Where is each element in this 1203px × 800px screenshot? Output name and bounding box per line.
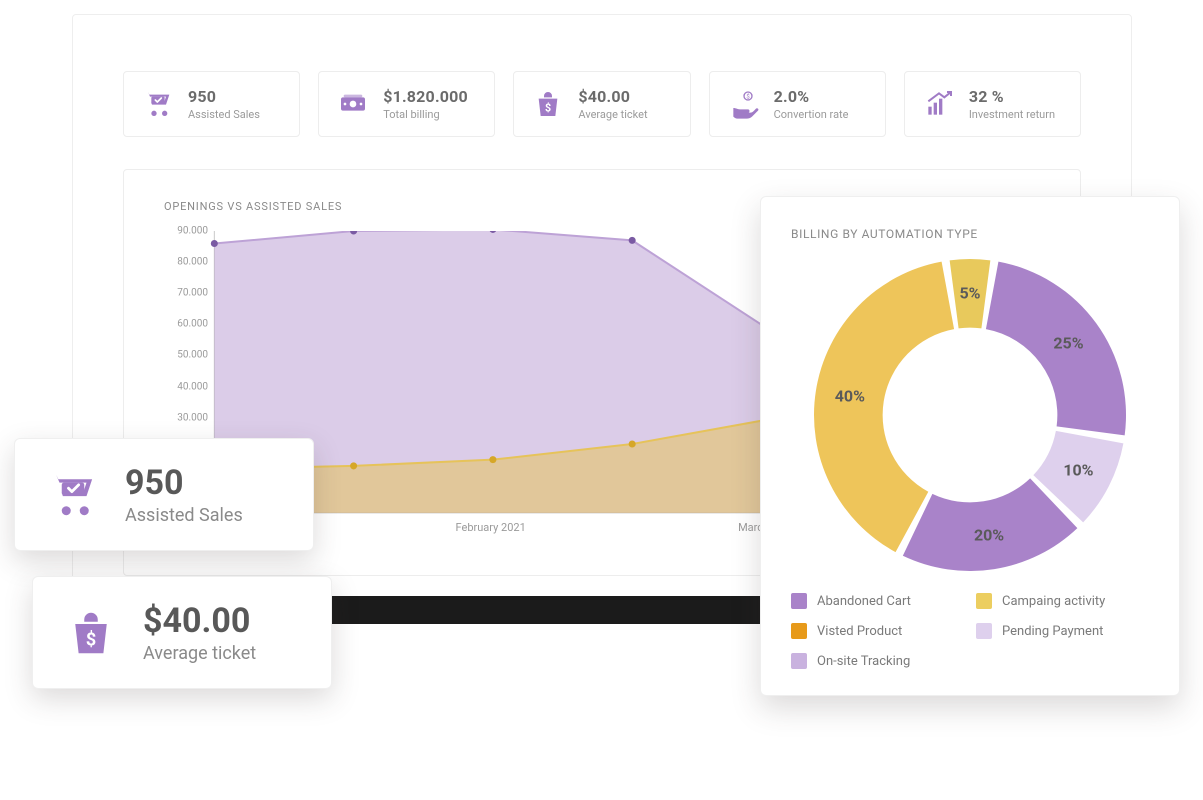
legend-item: Campaing activity [976,593,1149,609]
bag-icon: $ [63,605,119,661]
kpi-label: Total billing [383,108,468,121]
kpi-conversion-rate: $ 2.0% Convertion rate [709,71,886,137]
kpi-label: Investment return [969,108,1055,121]
donut-slice-label: 20% [974,526,1004,545]
popout-label: Assisted Sales [125,505,243,526]
legend-label: Visted Product [817,624,902,639]
popout-label: Average ticket [143,643,256,664]
y-tick-label: 90.000 [177,226,208,237]
kpi-assisted-sales: 950 Assisted Sales [123,71,300,137]
kpi-value: 32 % [969,87,1055,106]
y-tick-label: 60.000 [177,319,208,330]
cash-icon [335,86,371,122]
donut-slice-label: 5% [959,284,980,303]
popout-average-ticket: $ $40.00 Average ticket [32,576,332,689]
kpi-label: Assisted Sales [188,108,260,121]
svg-text:$: $ [545,101,551,114]
svg-text:$: $ [86,629,96,650]
y-tick-label: 30.000 [177,412,208,423]
kpi-value: 950 [188,87,260,106]
kpi-label: Average ticket [578,108,647,121]
legend-label: Pending Payment [1002,624,1103,639]
kpi-total-billing: $1.820.000 Total billing [318,71,495,137]
legend-item: Visted Product [791,623,964,639]
donut-legend: Abandoned Cart Campaing activity Visted … [791,593,1149,669]
legend-item: Pending Payment [976,623,1149,639]
donut-slice-label: 40% [835,386,865,405]
cart-icon [45,467,101,523]
legend-swatch [976,593,992,609]
y-tick-label: 70.000 [177,288,208,299]
kpi-label: Convertion rate [774,108,849,121]
donut-chart: 5% 25% 10% 20% 40% [810,255,1130,575]
legend-label: Abandoned Cart [817,594,911,609]
growth-icon [921,86,957,122]
donut-slice-label: 10% [1063,461,1093,480]
donut-title: BILLING BY AUTOMATION TYPE [791,227,1149,241]
kpi-value: 2.0% [774,87,849,106]
kpi-investment-return: 32 % Investment return [904,71,1081,137]
kpi-value: $1.820.000 [383,87,468,106]
legend-item: Abandoned Cart [791,593,964,609]
donut-card: BILLING BY AUTOMATION TYPE 5% 25% 10% 20% 40… [760,196,1180,696]
legend-swatch [791,623,807,639]
kpi-value: $40.00 [578,87,647,106]
legend-label: On-site Tracking [817,654,910,669]
y-tick-label: 50.000 [177,350,208,361]
kpi-average-ticket: $ $40.00 Average ticket [513,71,690,137]
popout-assisted-sales: 950 Assisted Sales [14,438,314,551]
cart-icon [140,86,176,122]
kpi-row: 950 Assisted Sales $1.820.000 Total bill… [123,71,1081,137]
legend-swatch [791,593,807,609]
popout-value: 950 [125,463,243,503]
y-tick-label: 40.000 [177,381,208,392]
bag-icon: $ [530,86,566,122]
legend-item: On-site Tracking [791,653,964,669]
legend-label: Campaing activity [1002,594,1105,609]
hand-icon: $ [726,86,762,122]
popout-value: $40.00 [143,601,256,641]
donut-slice-label: 25% [1053,334,1083,353]
x-tick-label: February 2021 [456,521,526,534]
legend-swatch [976,623,992,639]
y-tick-label: 80.000 [177,257,208,268]
legend-swatch [791,653,807,669]
